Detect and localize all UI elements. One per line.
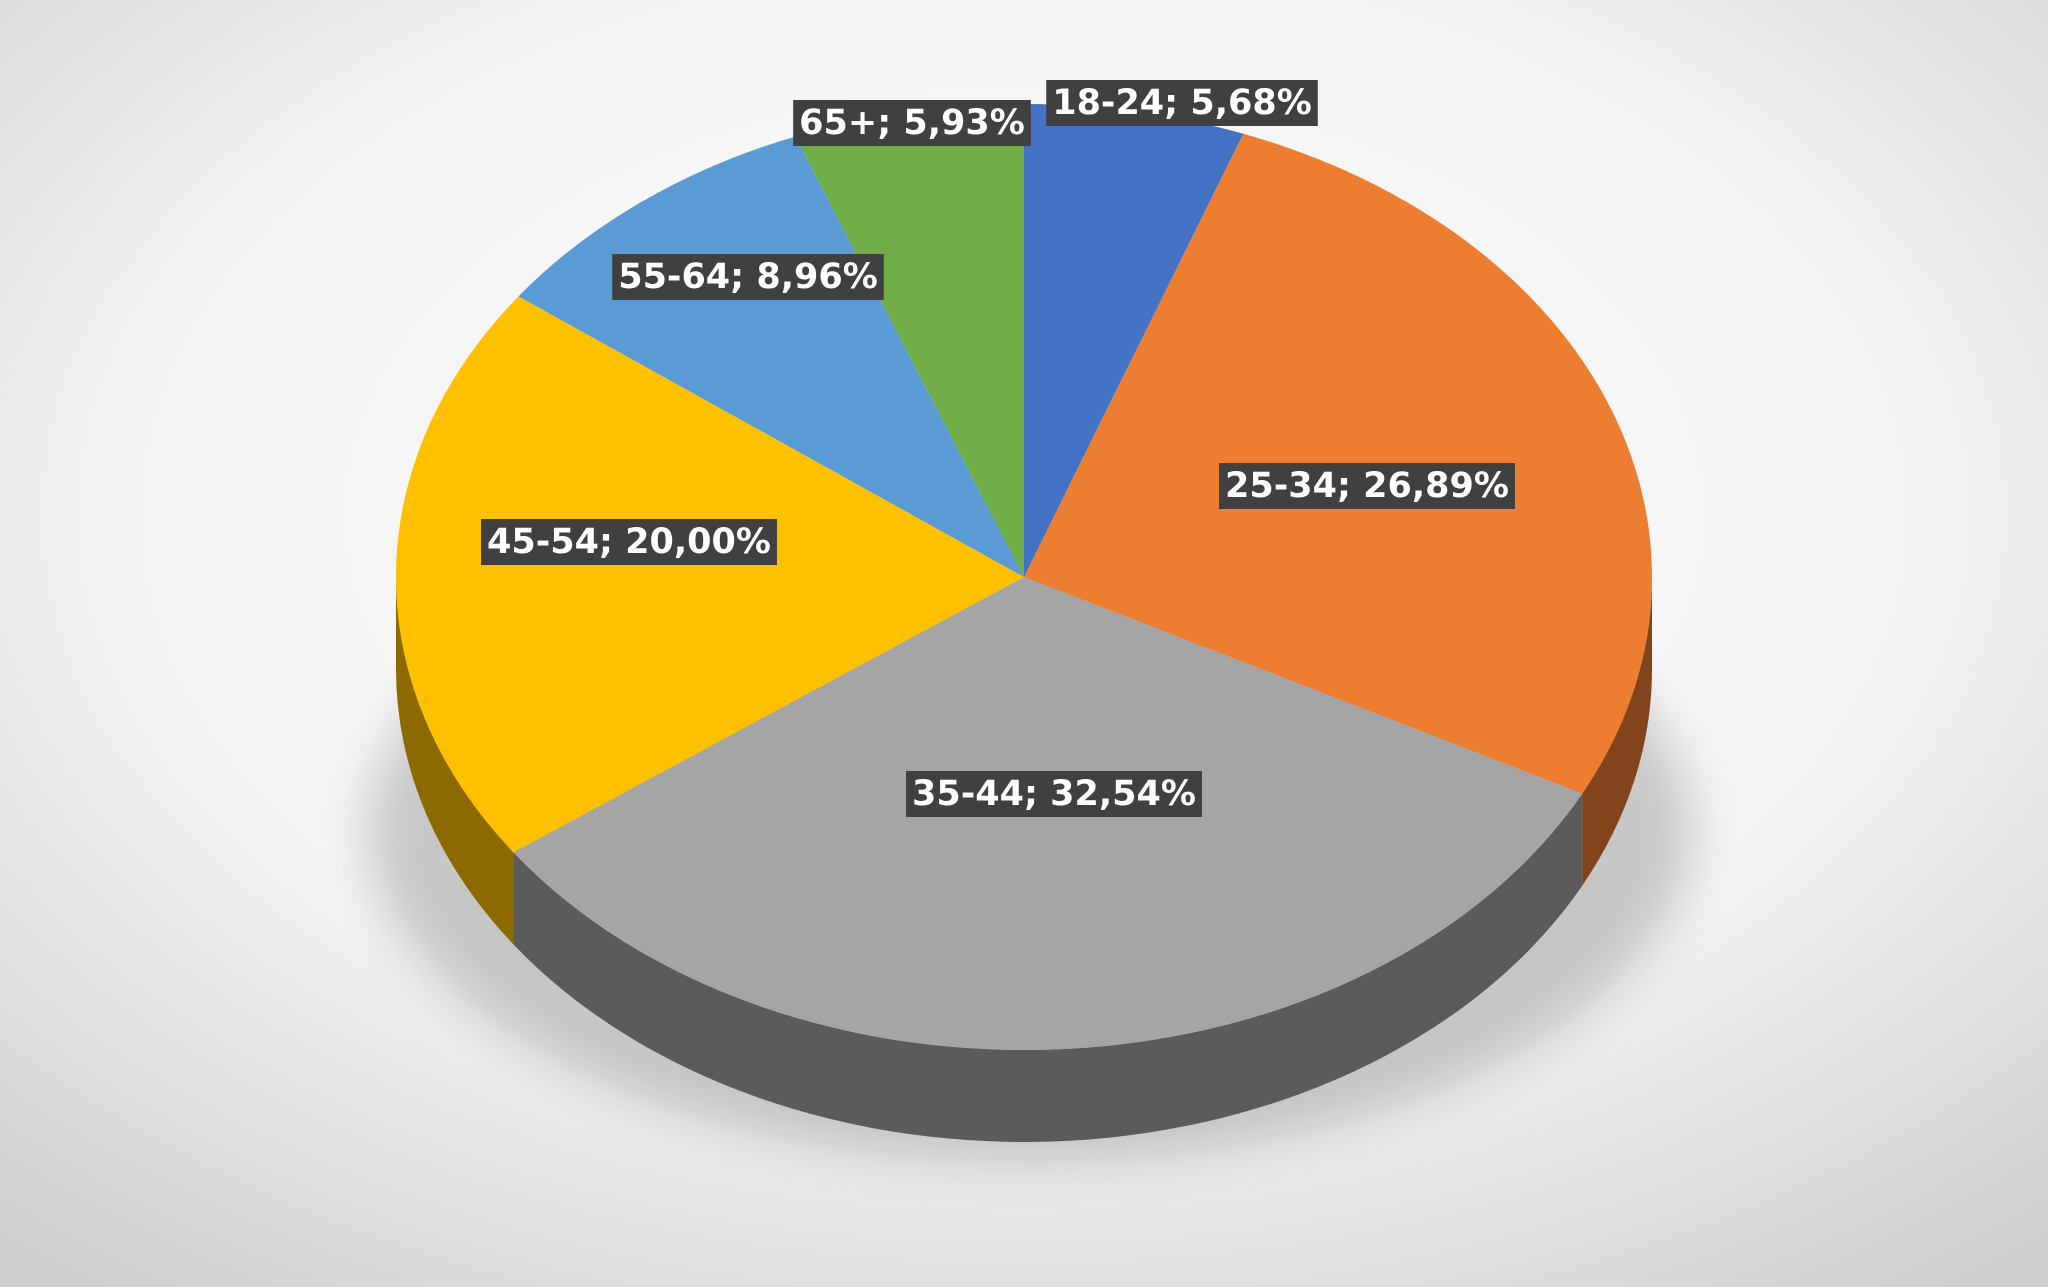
- data-label-text: 25-34; 26,89%: [1225, 466, 1509, 506]
- slice: [795, 104, 1024, 577]
- data-label-box: [481, 519, 777, 565]
- data-label-box: [906, 771, 1202, 817]
- data-label: 45-54; 20,00%: [481, 519, 777, 565]
- data-label-box: [612, 254, 884, 300]
- data-label-text: 65+; 5,93%: [799, 103, 1025, 143]
- data-label-text: 45-54; 20,00%: [487, 522, 771, 562]
- data-label-box: [793, 100, 1031, 146]
- data-label: 18-24; 5,68%: [1046, 80, 1318, 126]
- data-label: 55-64; 8,96%: [612, 254, 884, 300]
- data-label-box: [1046, 80, 1318, 126]
- slice: [1024, 104, 1244, 577]
- data-label-text: 55-64; 8,96%: [618, 257, 878, 297]
- slice-side: [1582, 577, 1652, 886]
- data-label: 35-44; 32,54%: [906, 771, 1202, 817]
- data-label: 65+; 5,93%: [793, 100, 1031, 146]
- data-label-box: [1219, 463, 1515, 509]
- slice-side: [396, 577, 514, 945]
- slice-side: [513, 793, 1583, 1142]
- data-label: 25-34; 26,89%: [1219, 463, 1515, 509]
- slice: [518, 136, 1024, 577]
- data-label-text: 35-44; 32,54%: [912, 774, 1196, 814]
- slice: [395, 296, 1024, 853]
- data-label-text: 18-24; 5,68%: [1052, 83, 1312, 123]
